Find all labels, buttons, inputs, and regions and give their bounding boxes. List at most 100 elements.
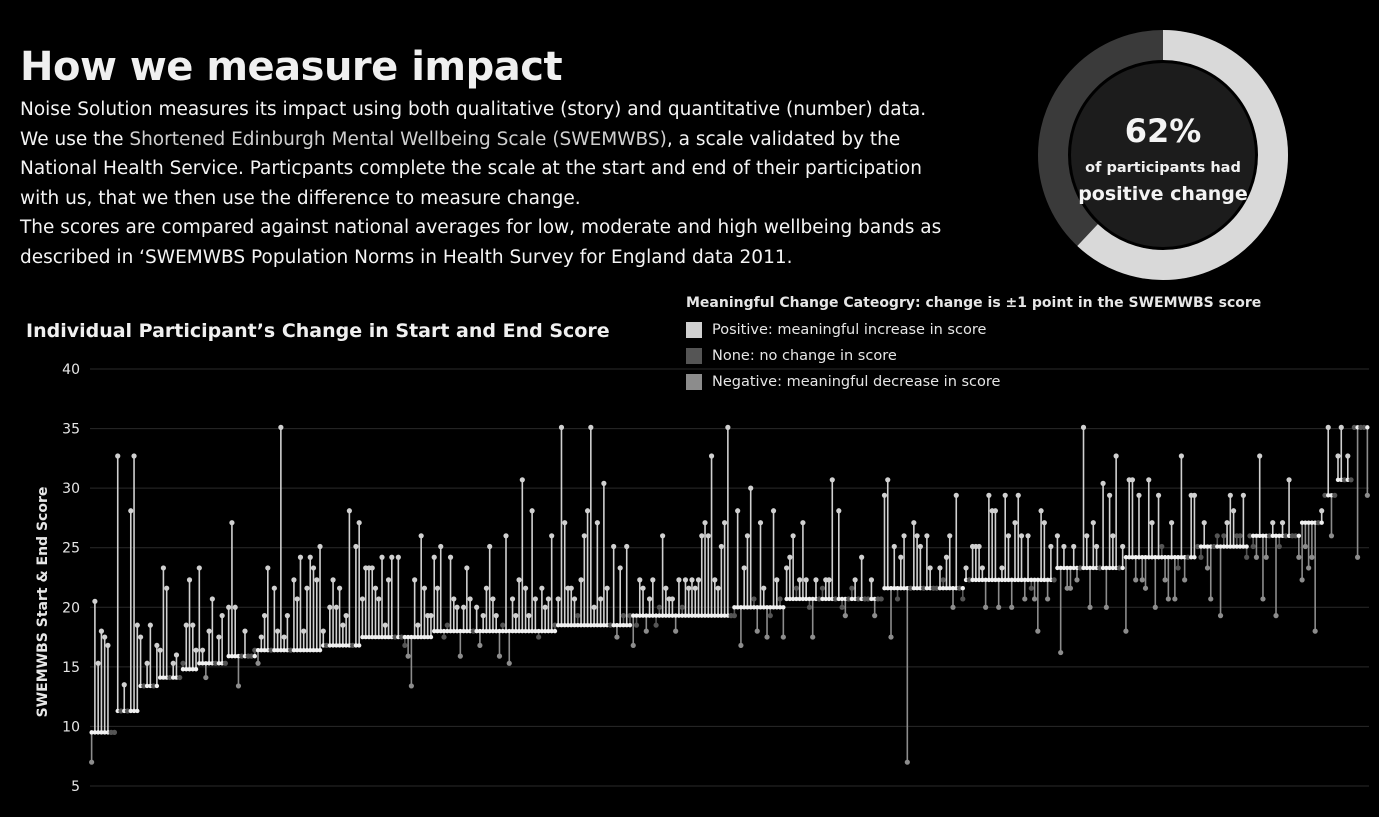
start-score-point[interactable] xyxy=(487,628,492,634)
start-score-point[interactable] xyxy=(689,613,695,618)
start-score-point[interactable] xyxy=(755,605,760,610)
end-score-point[interactable] xyxy=(1328,533,1335,539)
start-score-point[interactable] xyxy=(1260,533,1266,538)
start-score-point[interactable] xyxy=(797,596,802,602)
end-score-point[interactable] xyxy=(532,596,538,602)
end-score-point[interactable] xyxy=(1319,508,1325,514)
end-score-point[interactable] xyxy=(438,543,444,550)
end-score-point[interactable] xyxy=(258,634,264,640)
end-score-point[interactable] xyxy=(337,585,343,591)
start-score-point[interactable] xyxy=(1309,520,1315,525)
end-score-point[interactable] xyxy=(239,653,245,659)
end-score-point[interactable] xyxy=(131,453,137,459)
start-score-point[interactable] xyxy=(206,661,212,666)
start-score-point[interactable] xyxy=(1058,565,1063,571)
end-score-point[interactable] xyxy=(562,520,568,526)
end-score-point[interactable] xyxy=(474,604,480,610)
end-score-point[interactable] xyxy=(1286,477,1292,483)
start-score-point[interactable] xyxy=(529,628,535,634)
start-score-point[interactable] xyxy=(1221,544,1227,549)
start-score-point[interactable] xyxy=(1149,555,1155,560)
end-score-point[interactable] xyxy=(1071,543,1077,550)
end-score-point[interactable] xyxy=(1221,533,1227,539)
start-score-point[interactable] xyxy=(1081,565,1086,571)
end-score-point[interactable] xyxy=(1332,492,1338,498)
start-score-point[interactable] xyxy=(1192,555,1197,560)
start-score-point[interactable] xyxy=(445,628,450,634)
end-score-point[interactable] xyxy=(529,508,535,514)
end-score-point[interactable] xyxy=(673,628,679,634)
end-score-point[interactable] xyxy=(741,565,747,571)
start-score-point[interactable] xyxy=(781,605,786,610)
end-score-point[interactable] xyxy=(810,634,816,640)
start-score-point[interactable] xyxy=(370,634,375,640)
start-score-point[interactable] xyxy=(1140,555,1145,560)
start-score-point[interactable] xyxy=(311,647,316,653)
start-score-point[interactable] xyxy=(281,647,287,653)
start-score-point[interactable] xyxy=(722,613,727,618)
end-score-point[interactable] xyxy=(183,622,189,628)
end-score-point[interactable] xyxy=(695,577,702,583)
end-score-point[interactable] xyxy=(947,533,953,539)
end-score-point[interactable] xyxy=(105,642,111,649)
start-score-point[interactable] xyxy=(278,647,284,653)
end-score-point[interactable] xyxy=(180,660,186,666)
end-score-point[interactable] xyxy=(979,565,985,571)
end-score-point[interactable] xyxy=(213,660,219,666)
start-score-point[interactable] xyxy=(1241,544,1246,549)
start-score-point[interactable] xyxy=(1179,555,1184,560)
end-score-point[interactable] xyxy=(859,554,865,560)
start-score-point[interactable] xyxy=(761,605,766,610)
start-score-point[interactable] xyxy=(477,628,483,634)
end-score-point[interactable] xyxy=(549,533,555,539)
end-score-point[interactable] xyxy=(477,642,483,649)
start-score-point[interactable] xyxy=(409,634,414,640)
start-score-point[interactable] xyxy=(187,667,192,672)
start-score-point[interactable] xyxy=(944,586,949,591)
end-score-point[interactable] xyxy=(744,533,751,539)
end-score-point[interactable] xyxy=(1146,477,1152,483)
start-score-point[interactable] xyxy=(745,605,750,610)
end-score-point[interactable] xyxy=(291,577,297,583)
start-score-point[interactable] xyxy=(1159,555,1165,560)
end-score-point[interactable] xyxy=(1198,554,1204,560)
end-score-point[interactable] xyxy=(503,533,509,539)
start-score-point[interactable] xyxy=(1218,544,1223,549)
end-score-point[interactable] xyxy=(323,642,330,649)
end-score-point[interactable] xyxy=(872,613,878,619)
start-score-point[interactable] xyxy=(539,628,545,634)
end-score-point[interactable] xyxy=(444,622,450,628)
start-score-point[interactable] xyxy=(128,708,133,714)
end-score-point[interactable] xyxy=(209,596,215,602)
start-score-point[interactable] xyxy=(363,634,368,640)
end-score-point[interactable] xyxy=(1139,577,1145,583)
start-score-point[interactable] xyxy=(637,613,642,618)
end-score-point[interactable] xyxy=(581,533,587,539)
end-score-point[interactable] xyxy=(1048,543,1054,550)
end-score-point[interactable] xyxy=(333,604,339,610)
start-score-point[interactable] xyxy=(777,605,783,610)
end-score-point[interactable] xyxy=(147,622,153,628)
end-score-point[interactable] xyxy=(493,613,499,619)
end-score-point[interactable] xyxy=(1038,508,1044,514)
start-score-point[interactable] xyxy=(1091,565,1096,571)
start-score-point[interactable] xyxy=(575,622,580,628)
end-score-point[interactable] xyxy=(451,596,457,602)
start-score-point[interactable] xyxy=(197,661,202,666)
start-score-point[interactable] xyxy=(670,613,675,618)
start-score-point[interactable] xyxy=(425,634,430,640)
start-score-point[interactable] xyxy=(334,643,339,648)
end-score-point[interactable] xyxy=(777,596,783,602)
end-score-point[interactable] xyxy=(761,585,767,591)
end-score-point[interactable] xyxy=(894,596,901,602)
start-score-point[interactable] xyxy=(510,628,515,634)
end-score-point[interactable] xyxy=(1217,613,1224,619)
start-score-point[interactable] xyxy=(275,647,280,653)
end-score-point[interactable] xyxy=(330,577,336,583)
end-score-point[interactable] xyxy=(705,533,711,539)
start-score-point[interactable] xyxy=(631,613,636,618)
start-score-point[interactable] xyxy=(901,586,907,591)
start-score-point[interactable] xyxy=(379,634,385,640)
end-score-point[interactable] xyxy=(1292,533,1299,539)
end-score-point[interactable] xyxy=(268,647,274,653)
